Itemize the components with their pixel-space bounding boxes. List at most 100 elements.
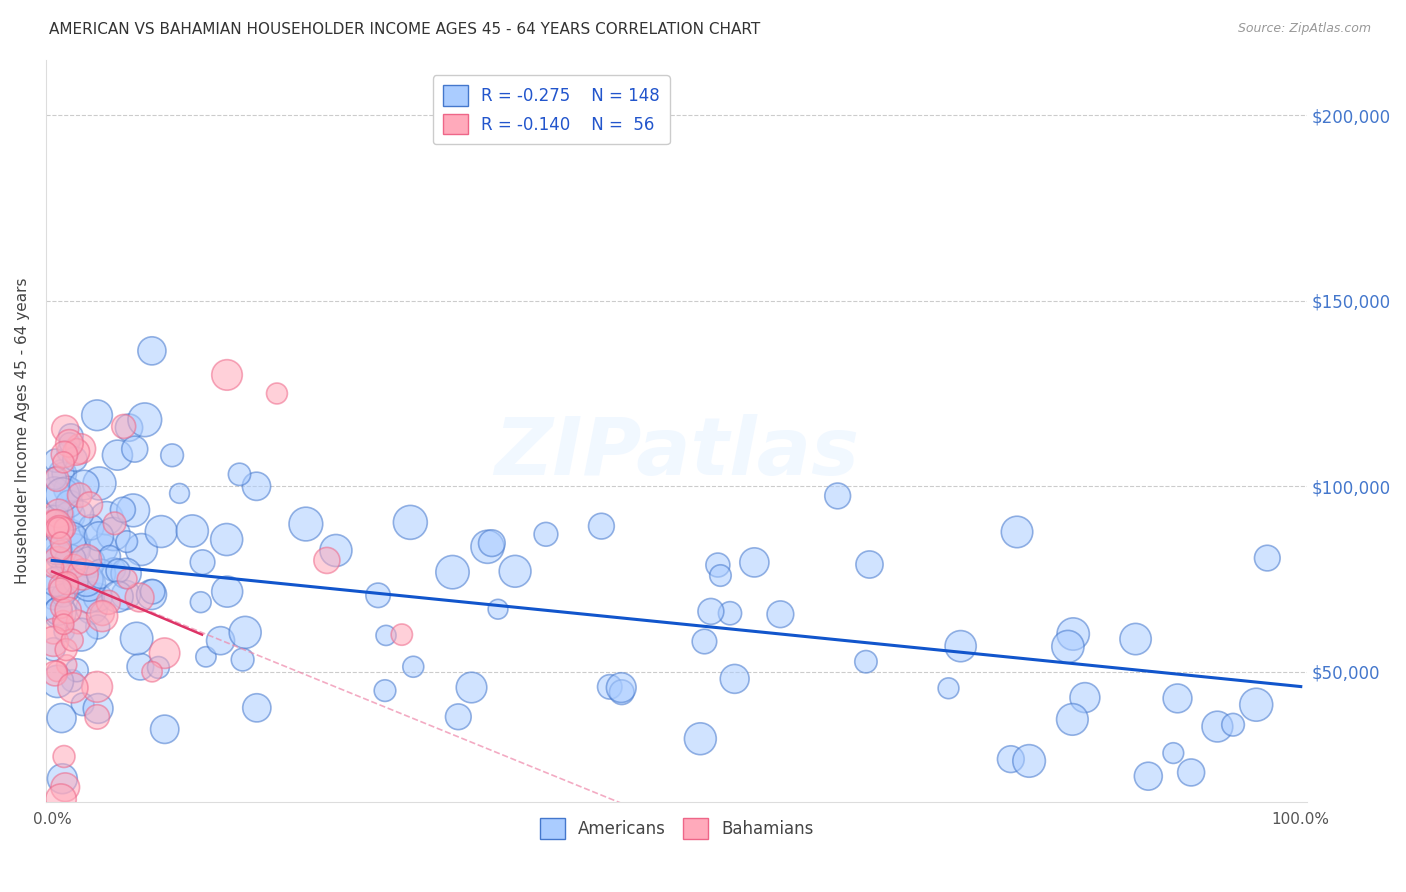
Point <box>160 448 183 462</box>
Point <box>481 536 503 550</box>
Point <box>325 543 347 558</box>
Point <box>190 595 212 609</box>
Point <box>128 591 150 605</box>
Point <box>86 710 108 724</box>
Point <box>72 567 94 582</box>
Point <box>1222 717 1244 731</box>
Point <box>69 488 91 502</box>
Point <box>142 584 165 599</box>
Point <box>1057 640 1080 654</box>
Text: AMERICAN VS BAHAMIAN HOUSEHOLDER INCOME AGES 45 - 64 YEARS CORRELATION CHART: AMERICAN VS BAHAMIAN HOUSEHOLDER INCOME … <box>49 22 761 37</box>
Point <box>700 604 723 618</box>
Point <box>42 560 65 574</box>
Point <box>1018 754 1040 768</box>
Point <box>374 683 396 698</box>
Point <box>245 479 267 493</box>
Point <box>115 534 138 549</box>
Point <box>1166 691 1188 706</box>
Point <box>610 681 633 695</box>
Point <box>45 472 67 486</box>
Point <box>689 731 711 746</box>
Point <box>49 606 72 620</box>
Point <box>104 516 127 531</box>
Point <box>599 680 621 694</box>
Point <box>65 445 87 459</box>
Point <box>52 614 75 628</box>
Point <box>134 413 156 427</box>
Point <box>52 467 75 481</box>
Point <box>118 420 141 434</box>
Point <box>610 685 633 699</box>
Point <box>115 588 138 602</box>
Point <box>69 507 91 521</box>
Point <box>122 503 145 517</box>
Point <box>103 563 125 577</box>
Point <box>91 609 114 624</box>
Point <box>63 539 86 553</box>
Point <box>858 558 880 572</box>
Point <box>51 467 73 481</box>
Point <box>534 527 557 541</box>
Point <box>86 680 108 694</box>
Point <box>96 511 118 525</box>
Point <box>59 508 82 523</box>
Point <box>48 507 70 521</box>
Point <box>80 601 103 615</box>
Point <box>44 515 66 529</box>
Point <box>107 590 129 604</box>
Text: Source: ZipAtlas.com: Source: ZipAtlas.com <box>1237 22 1371 36</box>
Point <box>48 549 70 563</box>
Point <box>58 497 80 511</box>
Point <box>194 649 217 664</box>
Point <box>115 566 138 581</box>
Point <box>45 574 67 589</box>
Point <box>87 591 110 605</box>
Point <box>44 666 66 681</box>
Point <box>42 624 65 639</box>
Point <box>87 701 110 715</box>
Point <box>228 467 250 482</box>
Point <box>316 553 339 567</box>
Point <box>42 583 65 598</box>
Point <box>724 672 747 686</box>
Point <box>503 564 526 578</box>
Point <box>42 634 65 648</box>
Point <box>215 368 238 382</box>
Point <box>72 698 94 712</box>
Point <box>46 674 69 689</box>
Point <box>718 606 741 620</box>
Point <box>62 559 84 574</box>
Point <box>191 555 214 569</box>
Point <box>477 540 499 554</box>
Point <box>45 542 67 557</box>
Point <box>55 657 77 672</box>
Point <box>75 553 97 567</box>
Point <box>486 602 509 616</box>
Point <box>375 628 398 642</box>
Point <box>402 659 425 673</box>
Point <box>103 527 125 541</box>
Point <box>42 516 65 530</box>
Point <box>215 533 238 547</box>
Point <box>91 607 114 621</box>
Point <box>45 516 67 531</box>
Legend: Americans, Bahamians: Americans, Bahamians <box>533 812 820 846</box>
Point <box>69 442 91 456</box>
Point <box>59 553 82 567</box>
Point <box>107 564 129 578</box>
Point <box>153 646 176 660</box>
Point <box>45 516 67 531</box>
Point <box>367 588 389 602</box>
Point <box>1000 752 1022 766</box>
Point <box>441 565 464 579</box>
Point <box>1005 524 1028 539</box>
Point <box>141 665 163 679</box>
Point <box>855 655 877 669</box>
Point <box>60 483 83 498</box>
Point <box>59 524 82 539</box>
Point <box>744 556 766 570</box>
Point <box>49 792 72 806</box>
Point <box>65 574 87 588</box>
Point <box>150 524 173 539</box>
Point <box>52 581 75 595</box>
